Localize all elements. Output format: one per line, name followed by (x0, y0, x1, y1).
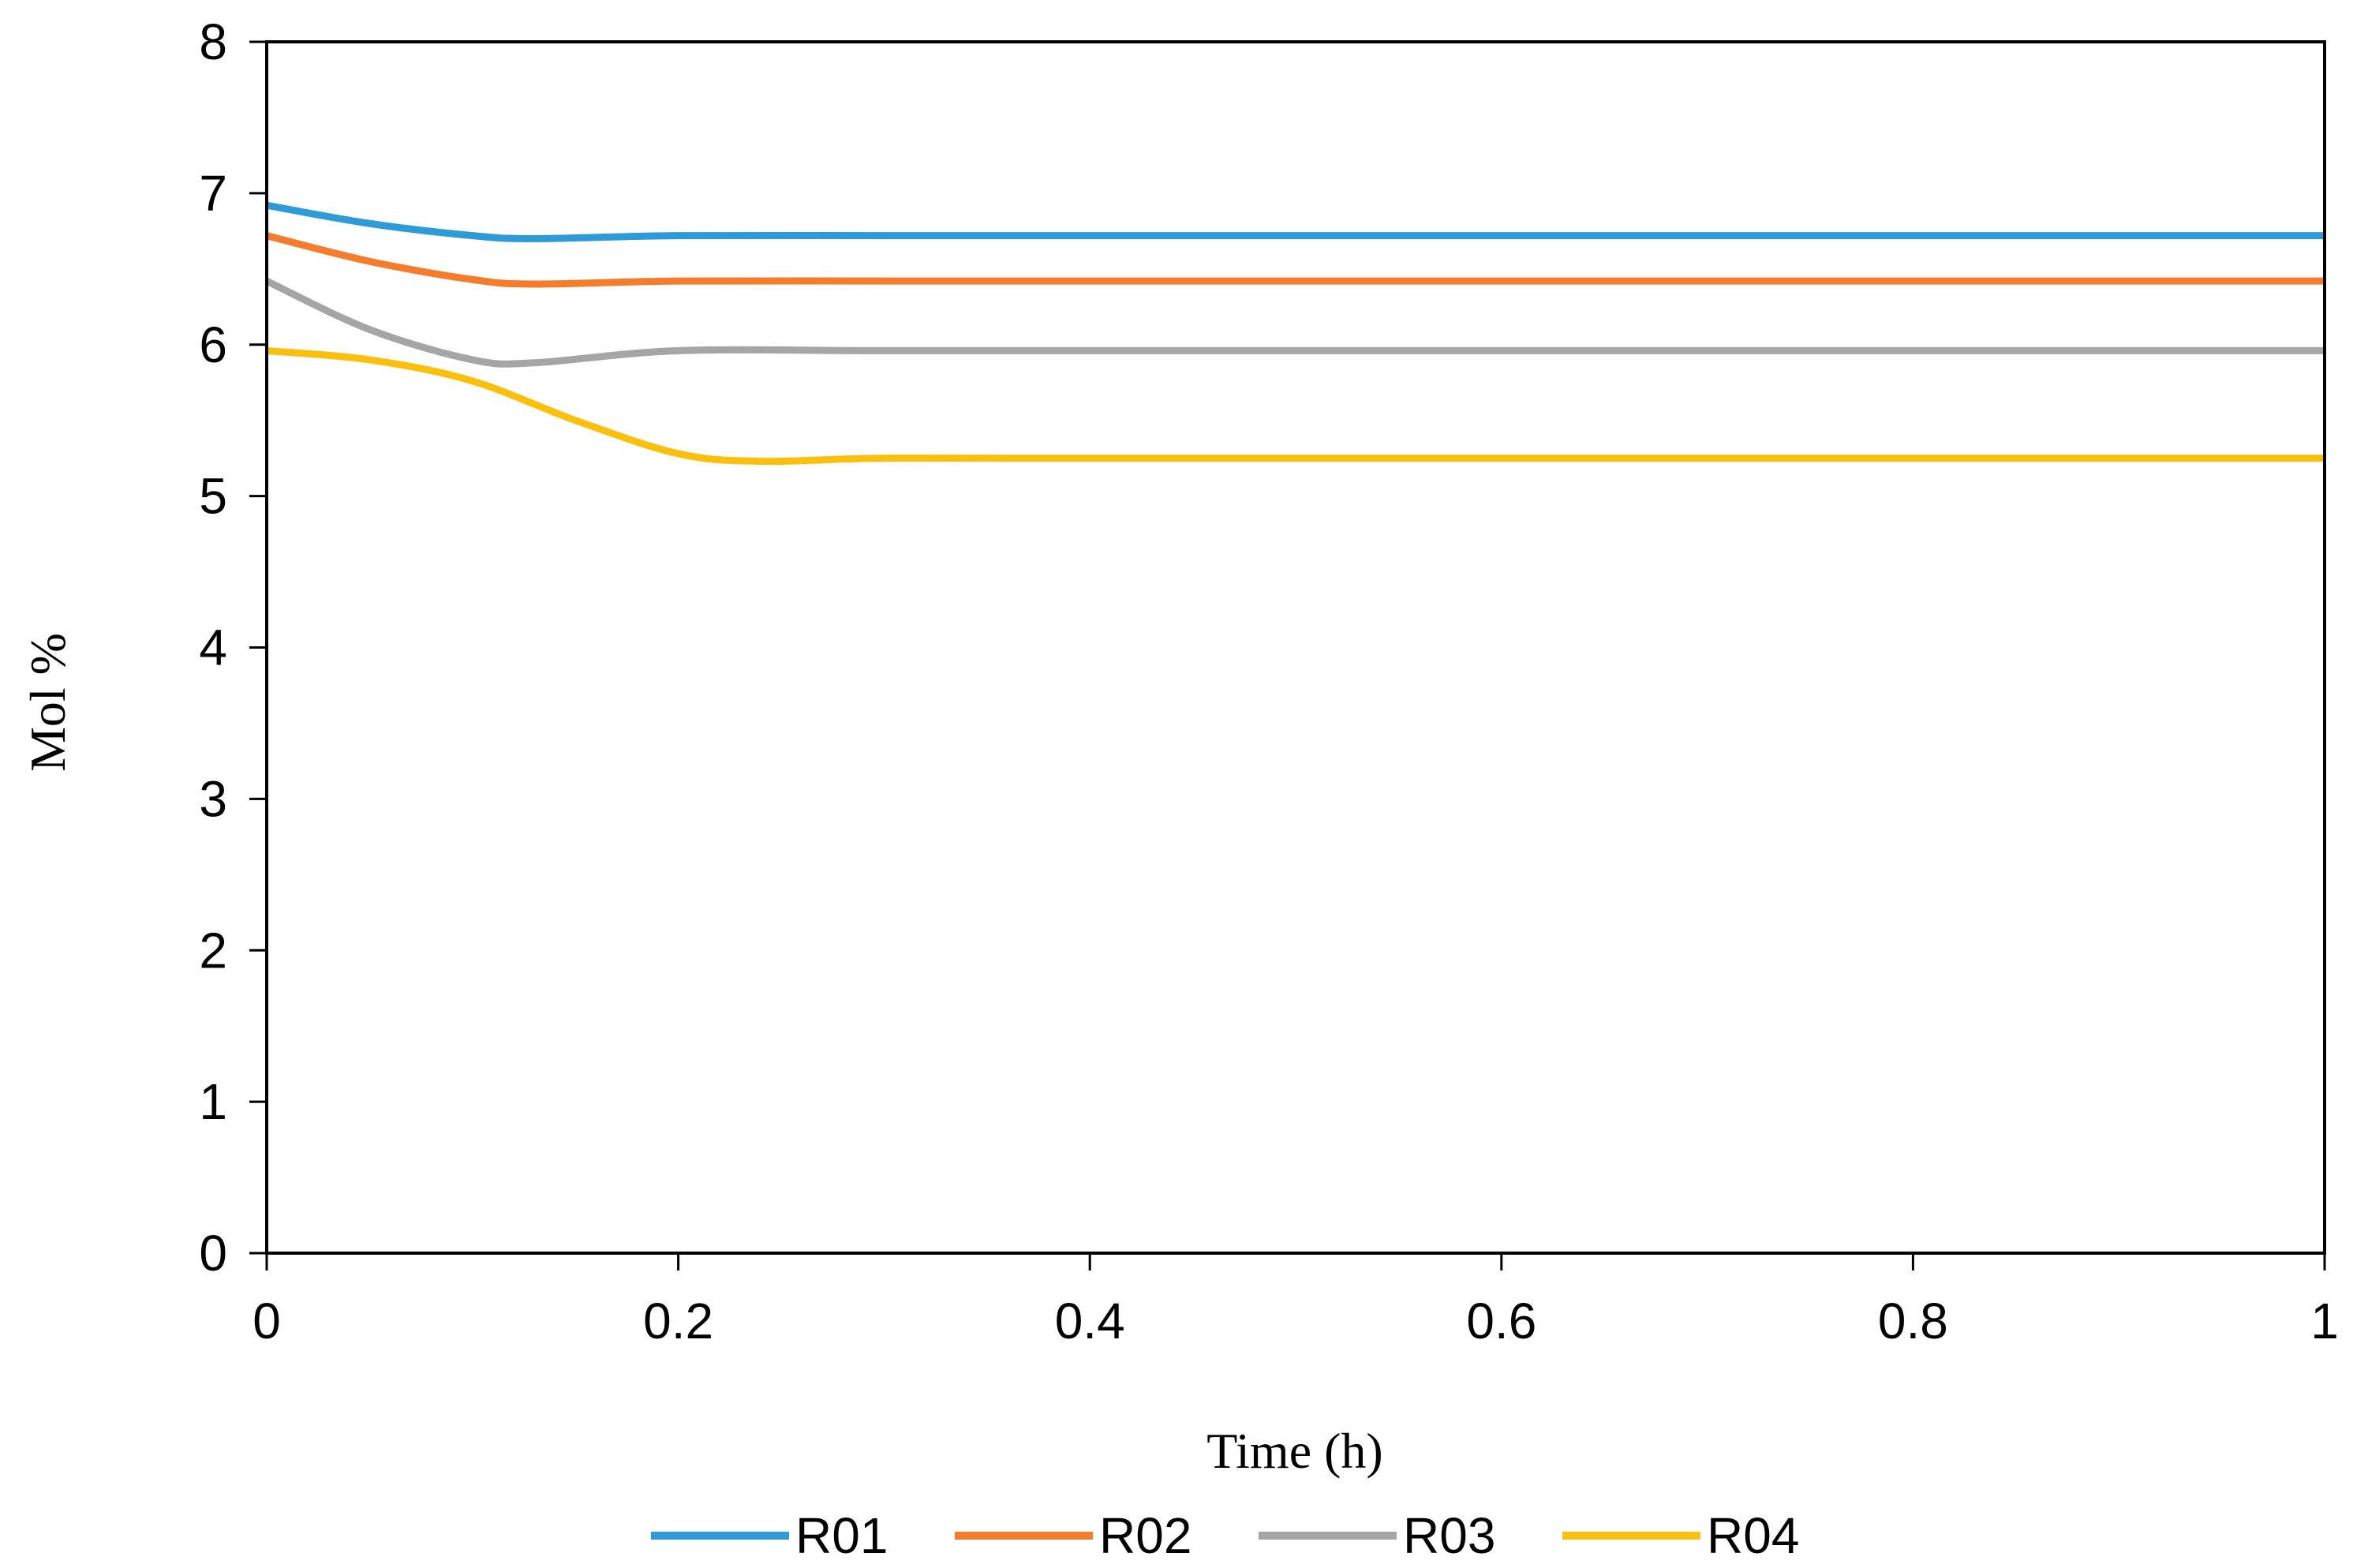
x-tick-label: 0.2 (643, 1293, 713, 1349)
x-tick-label: 0.6 (1466, 1293, 1536, 1349)
y-axis-tick-labels: 0 1 2 3 4 5 6 7 8 (199, 13, 227, 1282)
x-axis-title: Time (h) (1206, 1423, 1382, 1479)
y-tick-label: 7 (199, 165, 227, 222)
legend-label-r04: R04 (1707, 1507, 1799, 1564)
x-tick-label: 1 (2310, 1293, 2339, 1349)
y-tick-label: 0 (199, 1225, 227, 1282)
plot-area-frame (265, 40, 2326, 1255)
series-line-r01 (266, 201, 2325, 242)
y-tick-label: 1 (199, 1073, 227, 1130)
y-tick-label: 3 (199, 770, 227, 827)
y-axis-title: Mol % (20, 633, 76, 772)
legend: R01 R02 R03 R04 (651, 1507, 1799, 1564)
x-tick-label: 0.4 (1055, 1293, 1125, 1349)
x-axis-ticks (265, 1253, 2326, 1270)
x-tick-label: 0 (253, 1293, 281, 1349)
series-line-r04 (266, 346, 2325, 466)
series-line-r03 (265, 278, 2325, 368)
legend-label-r01: R01 (795, 1507, 888, 1564)
y-tick-label: 2 (199, 922, 227, 979)
y-axis-ticks (249, 40, 267, 1255)
legend-label-r02: R02 (1099, 1507, 1191, 1564)
y-tick-label: 5 (199, 468, 227, 525)
series-lines (265, 201, 2325, 466)
y-tick-label: 8 (199, 13, 227, 70)
y-tick-label: 6 (199, 316, 227, 373)
x-tick-label: 0.8 (1878, 1293, 1948, 1349)
series-line-r02 (265, 232, 2325, 288)
x-axis-tick-labels: 0 0.2 0.4 0.6 0.8 1 (253, 1293, 2339, 1349)
y-tick-label: 4 (199, 619, 227, 676)
legend-label-r03: R03 (1403, 1507, 1495, 1564)
